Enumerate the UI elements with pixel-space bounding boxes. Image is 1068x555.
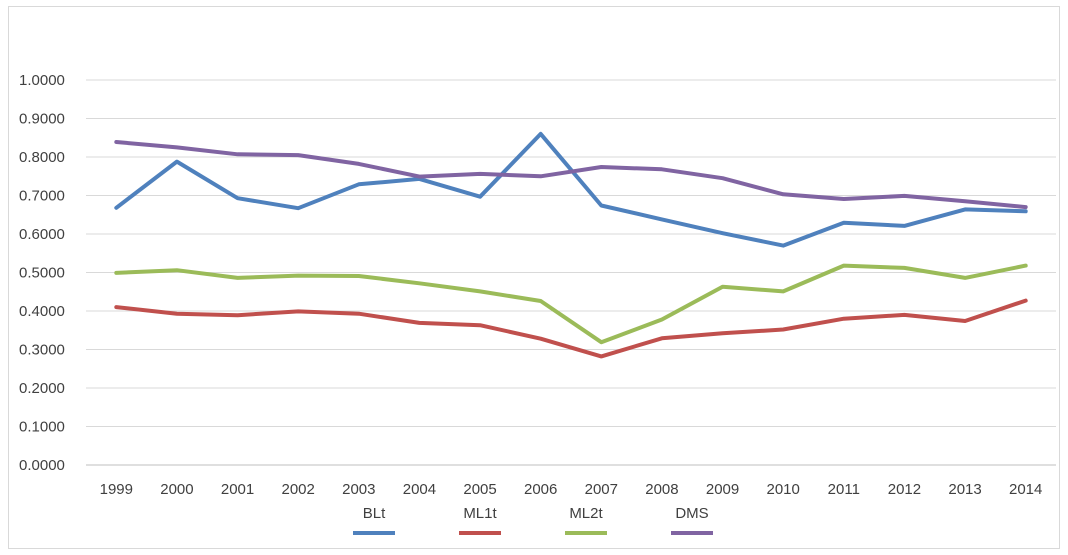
x-tick-label: 2013 bbox=[948, 481, 981, 498]
series-line-dms bbox=[114, 140, 1028, 210]
y-tick-label: 0.8000 bbox=[19, 149, 65, 166]
x-tick-label: 2002 bbox=[282, 481, 315, 498]
x-tick-label: 2010 bbox=[767, 481, 800, 498]
legend: BLt ML1t ML2t DMS bbox=[353, 505, 713, 535]
y-tick-label: 0.3000 bbox=[19, 342, 65, 359]
legend-label-ml2t: ML2t bbox=[569, 505, 603, 522]
y-tick-label: 0.5000 bbox=[19, 265, 65, 282]
y-tick-label: 0.0000 bbox=[19, 457, 65, 474]
chart-frame: 1.0000 0.9000 0.8000 0.7000 0.6000 0.5000 0.40… bbox=[8, 6, 1060, 549]
x-tick-label: 1999 bbox=[100, 481, 133, 498]
x-tick-label: 2001 bbox=[221, 481, 254, 498]
series-lines bbox=[114, 131, 1028, 359]
x-tick-label: 2006 bbox=[524, 481, 557, 498]
x-tick-label: 2009 bbox=[706, 481, 739, 498]
x-tick-label: 2011 bbox=[828, 481, 860, 498]
series-line-blt bbox=[114, 131, 1028, 248]
legend-label-ml1t: ML1t bbox=[463, 505, 497, 522]
series-line-ml1t bbox=[114, 298, 1028, 359]
x-tick-label: 2004 bbox=[403, 481, 436, 498]
y-axis-tick-labels: 1.0000 0.9000 0.8000 0.7000 0.6000 0.5000 0.40… bbox=[19, 72, 65, 474]
gridlines bbox=[86, 79, 1056, 466]
x-tick-label: 2012 bbox=[888, 481, 921, 498]
y-tick-label: 0.4000 bbox=[19, 303, 65, 320]
y-tick-label: 1.0000 bbox=[19, 72, 65, 89]
line-chart: 1.0000 0.9000 0.8000 0.7000 0.6000 0.5000 0.40… bbox=[19, 72, 1056, 535]
x-tick-label: 2003 bbox=[342, 481, 375, 498]
x-tick-label: 2000 bbox=[160, 481, 193, 498]
y-tick-label: 0.9000 bbox=[19, 111, 65, 128]
y-tick-label: 0.1000 bbox=[19, 419, 65, 436]
series-line-ml2t bbox=[114, 263, 1028, 345]
y-tick-label: 0.2000 bbox=[19, 380, 65, 397]
legend-label-blt: BLt bbox=[363, 505, 386, 522]
x-tick-label: 2014 bbox=[1009, 481, 1042, 498]
x-tick-label: 2008 bbox=[645, 481, 678, 498]
x-tick-label: 2005 bbox=[463, 481, 496, 498]
x-axis-tick-labels: 1999 2000 2001 2002 2003 2004 2005 2006 2007 2008… bbox=[100, 481, 1043, 498]
legend-label-dms: DMS bbox=[675, 505, 708, 522]
y-tick-label: 0.6000 bbox=[19, 226, 65, 243]
x-tick-label: 2007 bbox=[585, 481, 618, 498]
y-tick-label: 0.7000 bbox=[19, 188, 65, 205]
